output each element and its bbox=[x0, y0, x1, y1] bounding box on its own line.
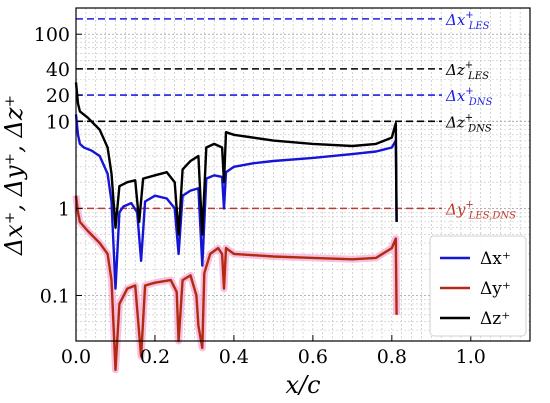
y-axis-label: Δx⁺, Δy⁺, Δz⁺ bbox=[0, 95, 28, 256]
reference-lines: Δx+ LES Δz+ LES Δx+ DNS Δz+ DNS Δy+ LES,DNS bbox=[76, 10, 516, 221]
series-line bbox=[74, 114, 398, 290]
legend-label: Δy⁺ bbox=[480, 279, 511, 299]
y-tick-label: 20 bbox=[46, 85, 70, 107]
x-tick-label: 0.4 bbox=[219, 346, 249, 368]
plot-frame bbox=[75, 7, 531, 342]
reference-line-label: Δx+ DNS bbox=[445, 86, 492, 108]
reference-line-label: Δx+ LES bbox=[445, 10, 490, 32]
x-tick-label: 1.0 bbox=[456, 346, 486, 368]
legend-label: Δx⁺ bbox=[480, 249, 511, 269]
data-series bbox=[74, 82, 398, 371]
legend: Δx⁺ Δy⁺ Δz⁺ bbox=[429, 235, 527, 337]
y-tick-label: 100 bbox=[34, 24, 70, 46]
x-tick-label: 0.6 bbox=[298, 346, 328, 368]
reference-line-label: Δz+ LES bbox=[445, 60, 489, 82]
x-tick-label: 0.2 bbox=[140, 346, 170, 368]
reference-line-label: Δz+ DNS bbox=[445, 112, 492, 134]
series-line bbox=[74, 195, 398, 371]
legend-box bbox=[429, 235, 527, 337]
axis-ticks: 0.0 0.2 0.4 0.6 0.8 1.0 0.1 1 10 20 40 100 bbox=[34, 24, 486, 368]
series-line bbox=[74, 82, 398, 236]
y-tick-label: 1 bbox=[58, 198, 70, 220]
legend-label: Δz⁺ bbox=[480, 309, 510, 329]
x-axis-label: x/c bbox=[285, 371, 320, 399]
reference-line-label: Δy+ LES,DNS bbox=[445, 199, 516, 221]
x-tick-label: 0.8 bbox=[377, 346, 407, 368]
y-tick-label: 40 bbox=[46, 59, 70, 81]
y-tick-label: 10 bbox=[46, 111, 70, 133]
y-tick-label: 0.1 bbox=[40, 285, 70, 307]
x-tick-label: 0.0 bbox=[61, 346, 91, 368]
